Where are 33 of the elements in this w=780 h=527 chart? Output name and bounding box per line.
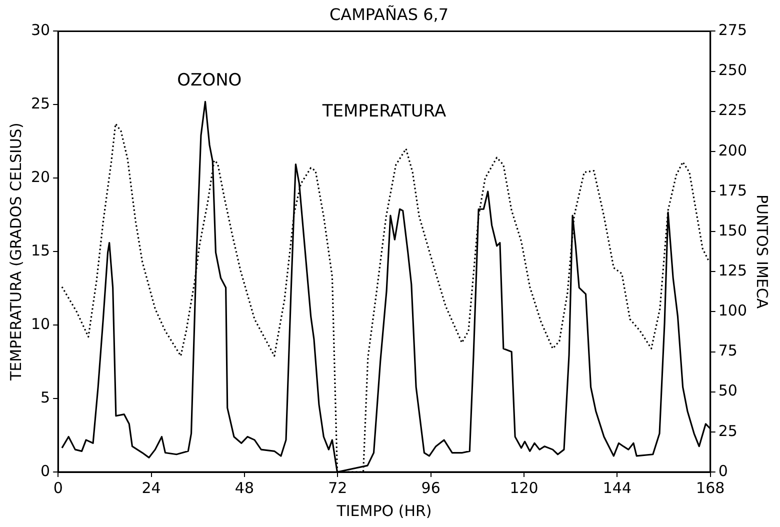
y-axis-title: TEMPERATURA (GRADOS CELSIUS) [6,122,25,382]
y-tick-label: 5 [40,388,50,406]
y2-tick-label: 200 [718,141,748,160]
y2-tick-label: 25 [718,422,738,440]
y2-tick-label: 75 [718,342,738,360]
y2-axis-title: PUNTOS IMECA [753,194,772,310]
x-tick-label: 24 [142,478,161,497]
y2-tick-label: 125 [718,262,748,280]
y-tick-label: 20 [30,168,50,186]
y2-tick-label: 50 [718,382,738,400]
x-axis-title: TIEMPO (HR) [336,502,432,520]
y-tick-label: 10 [30,314,50,333]
y2-tick-label: 100 [718,302,748,320]
x-tick-label: 48 [234,478,254,497]
chart-title: CAMPAÑAS 6,7 [329,4,449,24]
x-tick-label: 168 [696,478,725,497]
x-tick-label: 72 [328,478,348,497]
text: TEMPERATURA [321,101,446,122]
y2-tick-label: 225 [718,101,748,120]
y-tick-label: 15 [30,241,50,260]
y2-tick-label: 0 [718,462,728,480]
y2-tick-label: 275 [718,21,748,40]
x-tick-label: 96 [421,478,440,497]
y2-tick-label: 150 [718,221,748,240]
x-tick-label: 120 [510,478,538,497]
y-tick-label: 25 [30,94,50,113]
y-tick-label: 0 [40,462,50,480]
y-tick-label: 30 [30,21,50,40]
x-tick-label: 144 [602,478,632,497]
x-tick-label: 0 [53,478,63,497]
y2-tick-label: 175 [718,181,748,200]
series-label: OZONO [177,70,242,90]
y2-tick-label: 250 [718,61,748,80]
